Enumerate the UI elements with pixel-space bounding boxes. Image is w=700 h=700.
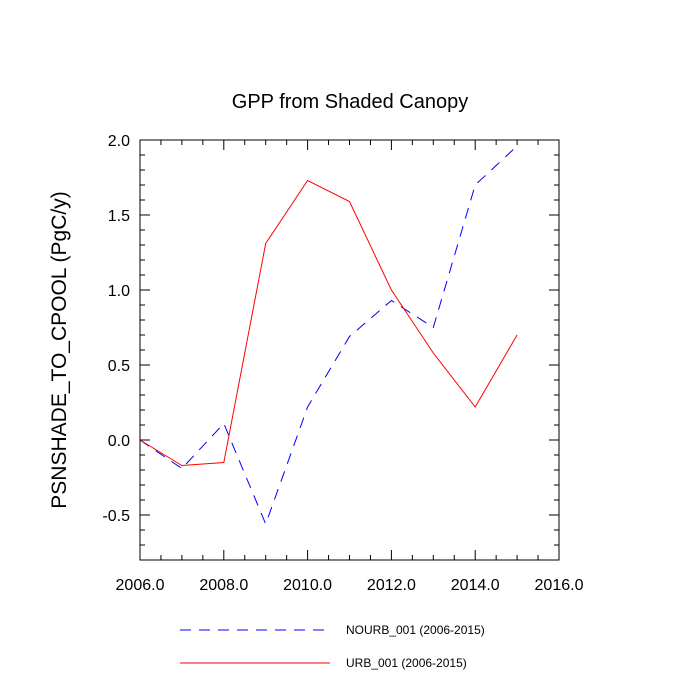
x-tick-label: 2008.0 <box>199 577 248 594</box>
y-tick-label: 0.0 <box>108 433 130 450</box>
x-tick-label: 2014.0 <box>451 577 500 594</box>
axis-ticks: 2006.0 2008.0 2010.0 2012.0 2014.0 2016.0 -0.5… <box>102 133 583 594</box>
legend-label-urb-001: URB_001 (2006-2015) <box>346 656 467 670</box>
y-axis-label: PSNSHADE_TO_CPOOL (PgC/y) <box>48 191 71 508</box>
chart-title: GPP from Shaded Canopy <box>232 91 468 113</box>
y-tick-label: 1.5 <box>108 208 130 225</box>
y-tick-label: 2.0 <box>108 133 130 150</box>
plot-frame <box>139 139 560 561</box>
x-tick-label: 2006.0 <box>116 577 165 594</box>
legend-label-nourb-001: NOURB_001 (2006-2015) <box>346 623 485 637</box>
y-tick-label: 0.5 <box>108 358 130 375</box>
plot-series <box>139 145 518 526</box>
y-tick-label: 1.0 <box>108 283 130 300</box>
x-tick-label: 2016.0 <box>535 577 584 594</box>
series-line-nourb-001 <box>139 145 518 526</box>
x-tick-label: 2010.0 <box>283 577 332 594</box>
legend: NOURB_001 (2006-2015) URB_001 (2006-2015) <box>180 623 485 670</box>
series-line-urb-001 <box>139 179 518 467</box>
y-tick-label: -0.5 <box>102 508 130 525</box>
x-tick-label: 2012.0 <box>367 577 416 594</box>
